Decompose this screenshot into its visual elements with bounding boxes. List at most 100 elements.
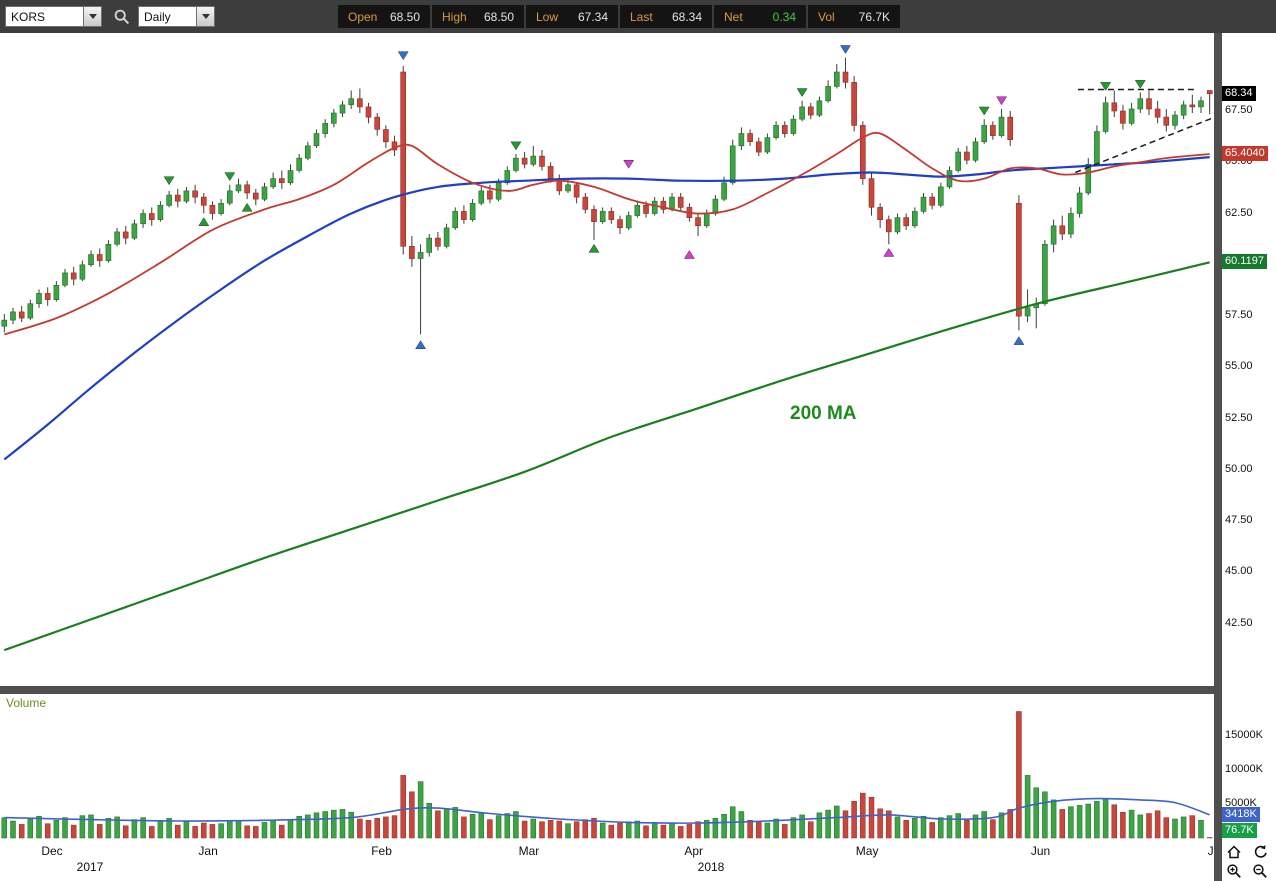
green-down-triangle-marker [1100, 82, 1112, 91]
search-button[interactable] [111, 6, 133, 28]
price-chart-pane[interactable]: 200 MA [0, 33, 1214, 686]
pane-splitter[interactable] [0, 686, 1214, 694]
volume-bar [721, 813, 727, 839]
volume-bar [305, 814, 311, 839]
candle-body [755, 141, 762, 153]
month-label: Jan [198, 844, 218, 858]
stat-volume-label: Vol [818, 9, 835, 24]
volume-bar [660, 824, 667, 839]
volume-bar [175, 824, 181, 839]
candle-body [842, 71, 849, 83]
ma-slow-blue-line[interactable] [3, 156, 1210, 461]
home-icon[interactable] [1226, 844, 1246, 860]
volume-bar [1042, 791, 1048, 839]
magenta-up-triangle-marker [883, 247, 895, 257]
volume-bar [157, 820, 164, 839]
volume-bar [521, 820, 528, 839]
symbol-dropdown-button[interactable] [83, 6, 102, 27]
candle-body [278, 178, 285, 184]
candle-body [1189, 104, 1196, 108]
volume-axis[interactable]: 15000K 10000K 5000K 3418K 76.7K [1222, 694, 1276, 840]
volume-bar [886, 810, 892, 839]
candle-body [990, 125, 996, 137]
candle-body [617, 219, 623, 229]
volume-bar [712, 818, 719, 839]
volume-bar [18, 824, 25, 839]
volume-bar [435, 810, 441, 839]
volume-tick-label: 15000K [1225, 729, 1263, 741]
candle-body [660, 200, 667, 210]
volume-bar [227, 820, 233, 839]
volume-bar [44, 823, 51, 839]
blue-down-triangle-marker [397, 51, 409, 61]
candle-body [1120, 110, 1126, 124]
volume-bar [643, 825, 649, 839]
blue-up-triangle-marker [1013, 336, 1025, 345]
volume-bar [972, 814, 979, 839]
volume-bar [235, 820, 242, 839]
candle-body [747, 133, 753, 142]
candle-body [634, 205, 641, 216]
candle-body [1111, 102, 1118, 112]
month-label: Apr [684, 844, 704, 858]
candle-body [833, 71, 840, 87]
volume-bar [487, 819, 493, 839]
time-axis[interactable]: Dec Jan Feb Mar Apr May Jun Ju 2017 2018 [0, 840, 1214, 881]
candle-body [937, 186, 944, 206]
volume-bar [192, 826, 198, 839]
volume-avg-line[interactable] [4, 797, 1210, 824]
volume-bar [764, 822, 771, 839]
candle-body [530, 155, 537, 165]
candle-body [27, 303, 34, 319]
price-tick-label: 50.00 [1225, 462, 1253, 475]
volume-bar [651, 822, 658, 839]
volume-bar [131, 819, 138, 839]
green-up-triangle-marker [588, 243, 600, 253]
green-up-triangle-marker [241, 202, 253, 212]
price-tick-label: 57.50 [1225, 309, 1253, 321]
blue-up-triangle-marker [415, 340, 427, 349]
volume-pane-label: Volume [6, 696, 47, 710]
candle-body [435, 237, 441, 247]
ma-fast-red-line[interactable] [4, 131, 1210, 336]
reset-zoom-icon[interactable] [1252, 844, 1272, 860]
candle-body [911, 211, 918, 227]
candle-body [365, 106, 372, 118]
price-badge: 65.4040 [1222, 145, 1268, 161]
stat-high-value: 68.50 [483, 9, 514, 24]
price-axis[interactable]: 67.50 65.00 62.50 57.50 55.00 52.50 50.00 47.50… [1222, 33, 1276, 686]
symbol-input[interactable]: KORS [5, 6, 83, 27]
volume-bar [96, 824, 103, 839]
trendline[interactable] [1075, 116, 1214, 174]
volume-bar [339, 809, 346, 839]
year-label: 2018 [697, 860, 725, 874]
volume-bar [287, 819, 294, 839]
volume-badge: 76.7K [1222, 823, 1257, 838]
volume-bar [218, 823, 224, 839]
candle-body [625, 215, 632, 229]
candle-body [677, 196, 684, 208]
timeframe-dropdown-button[interactable] [196, 6, 215, 27]
volume-bar [591, 818, 597, 839]
volume-bar [409, 791, 415, 839]
candlestick-chart[interactable]: 200 MA [0, 33, 1214, 686]
volume-bar [677, 826, 684, 839]
volume-bar [504, 813, 511, 839]
volume-chart[interactable] [0, 694, 1214, 840]
stat-volume: Vol 76.7K [808, 5, 900, 28]
timeframe-select[interactable]: Daily [138, 6, 196, 27]
zoom-in-icon[interactable] [1226, 863, 1246, 879]
timeframe-combo: Daily [138, 6, 215, 27]
candle-body [313, 133, 320, 147]
year-label: 2017 [76, 860, 104, 874]
stat-low-value: 67.34 [577, 9, 608, 24]
candle-body [781, 125, 788, 134]
zoom-out-icon[interactable] [1252, 863, 1272, 879]
volume-bar [1128, 809, 1135, 839]
volume-chart-pane[interactable]: Volume [0, 694, 1214, 840]
candle-body [149, 213, 155, 220]
ma-200-line[interactable] [3, 261, 1210, 652]
volume-bar [1094, 801, 1100, 839]
axis-splitter[interactable] [1214, 33, 1222, 881]
volume-bar [478, 812, 485, 839]
